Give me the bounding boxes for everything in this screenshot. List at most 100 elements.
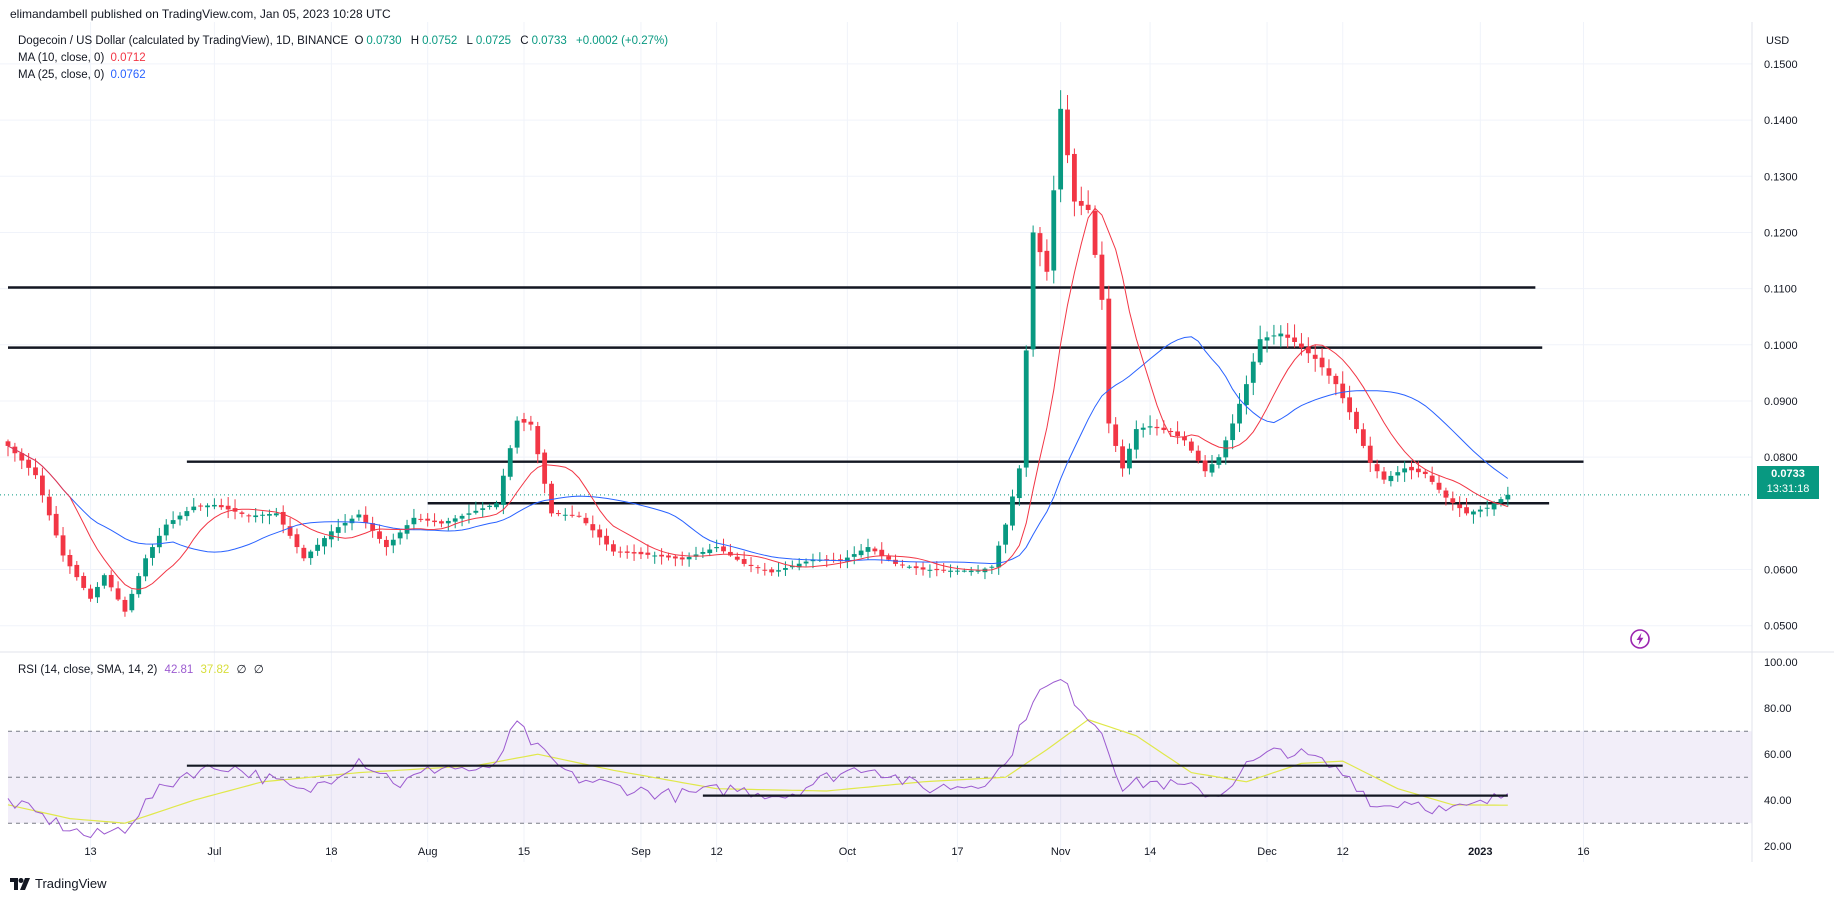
candle-body [879, 549, 885, 556]
candle-body [218, 505, 224, 508]
ma25-legend[interactable]: MA (25, close, 0) 0.0762 [18, 69, 149, 81]
candle [645, 544, 651, 559]
time-tick: 2023 [1468, 846, 1492, 858]
candle [927, 564, 933, 578]
candle-body [1168, 431, 1174, 433]
candle-body [1133, 429, 1139, 450]
candle [1230, 414, 1236, 450]
candle-body [748, 564, 754, 567]
candle-body [1354, 411, 1359, 430]
candle-body [734, 556, 740, 560]
candle [218, 498, 224, 510]
candle [418, 513, 424, 523]
candle-body [844, 557, 850, 562]
candle-body [1319, 357, 1325, 368]
candle [108, 570, 114, 592]
tradingview-logo[interactable]: TradingView [10, 876, 107, 891]
candle-body [445, 520, 451, 524]
candle [1037, 227, 1043, 267]
candle-body [26, 459, 32, 468]
candle [1154, 419, 1160, 436]
price-levels [0, 286, 1752, 505]
time-tick: 14 [1144, 846, 1156, 858]
flash-icon[interactable] [1629, 628, 1651, 650]
price-tick: 0.0800 [1764, 452, 1798, 464]
candle-body [335, 527, 341, 533]
candle [432, 513, 437, 527]
candle-body [1436, 482, 1442, 490]
candle [253, 508, 259, 523]
candle [225, 497, 231, 519]
candle [150, 543, 155, 566]
candle-body [1010, 496, 1015, 526]
symbol-name: Dogecoin / US Dollar (calculated by Trad… [18, 35, 349, 47]
rsi-legend[interactable]: RSI (14, close, SMA, 14, 2) 42.81 37.82 … [18, 662, 264, 676]
candle [776, 562, 781, 577]
candle-body [308, 551, 314, 559]
candle-body [611, 544, 616, 552]
candle-body [418, 518, 424, 520]
rsi-value: 42.81 [164, 664, 194, 676]
candle-body [1305, 347, 1311, 354]
last-price-badge: 0.0733 13:31:18 [1757, 466, 1819, 499]
candle-body [556, 513, 561, 515]
candle [996, 541, 1002, 575]
candle-body [88, 588, 93, 599]
candle [287, 517, 293, 539]
candle [53, 505, 59, 538]
ma10-value: 0.0712 [110, 52, 146, 64]
candle-body [1299, 343, 1304, 348]
chart-canvas[interactable]: 0.1500 0.1400 0.1300 0.1200 0.1100 0.1000 0.09… [0, 22, 1834, 862]
candle [913, 561, 919, 575]
candle [1175, 421, 1180, 445]
candle-body [273, 513, 279, 516]
candle [1429, 466, 1435, 485]
candle-body [19, 453, 25, 461]
candles [5, 90, 1511, 617]
candle-body [1505, 494, 1511, 500]
candle [968, 566, 974, 576]
candle [1422, 469, 1428, 479]
candle-body [143, 558, 148, 577]
candle-body [1202, 460, 1208, 472]
candle-body [260, 514, 265, 516]
candle-body [1271, 335, 1277, 337]
candle-body [1395, 472, 1401, 476]
candle-body [239, 512, 245, 514]
candle [1030, 225, 1036, 357]
moving-averages [7, 207, 1509, 590]
candle [1271, 324, 1277, 345]
candle [466, 504, 472, 524]
candle [941, 562, 947, 573]
candle [1360, 423, 1366, 449]
candle [1319, 348, 1325, 376]
candle-body [1443, 490, 1449, 498]
candle [1388, 470, 1394, 487]
candle [1195, 445, 1201, 464]
candle-body [1292, 337, 1297, 342]
candle-body [858, 550, 864, 556]
candle-body [666, 555, 671, 558]
candle-body [81, 575, 87, 588]
candle-body [1250, 361, 1256, 383]
rsi-sma-line [7, 719, 1508, 824]
candle [445, 517, 451, 531]
ma10-line [7, 207, 1508, 590]
candle [1133, 420, 1139, 459]
candle [397, 529, 403, 545]
candle-body [562, 514, 568, 516]
candle [886, 553, 892, 562]
candle-body [287, 526, 293, 536]
candle-body [1491, 503, 1497, 510]
candle [425, 513, 431, 527]
candle-body [776, 570, 781, 572]
rsi-lines [7, 678, 1509, 839]
price-tick: 0.1400 [1764, 115, 1798, 127]
candle [1450, 491, 1456, 511]
candle-body [535, 426, 541, 455]
candle-body [46, 496, 52, 516]
ma10-legend[interactable]: MA (10, close, 0) 0.0712 [18, 52, 149, 64]
candle [101, 573, 107, 589]
candle-body [136, 576, 142, 595]
candle-body [390, 539, 396, 546]
